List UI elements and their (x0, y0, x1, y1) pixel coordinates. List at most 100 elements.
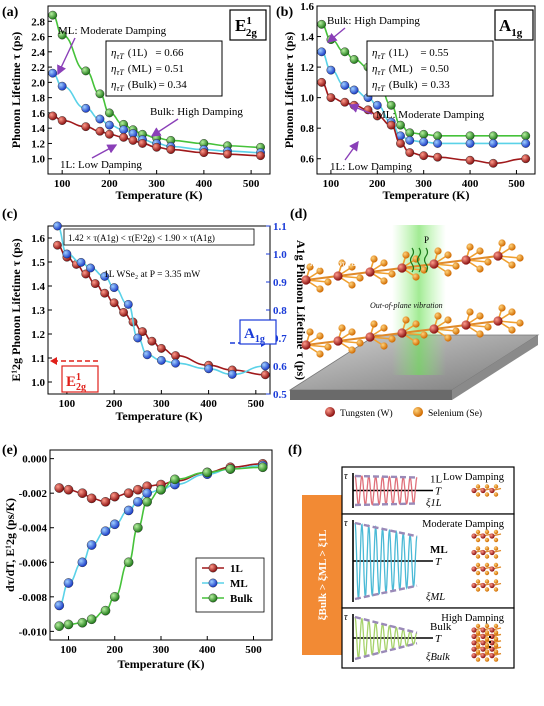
data-point-1L (54, 483, 65, 493)
panel-e-xlabel: Temperature (K) (118, 657, 205, 671)
selenium-atom (316, 350, 324, 358)
panel-a-ylabel: Phonon Lifetime τ (ps) (9, 32, 23, 149)
tungsten-atom (480, 640, 486, 646)
tungsten-atom (489, 487, 495, 494)
data-point-A1g (109, 283, 119, 292)
selenium-atom (475, 529, 481, 535)
data-point-E12g (81, 269, 91, 279)
selenium-atom (498, 304, 506, 312)
tungsten-atom (429, 324, 439, 334)
bond (305, 340, 339, 346)
data-point-Bulk (419, 129, 429, 139)
data-point-1L (57, 116, 67, 125)
selenium-atom (476, 265, 484, 273)
selenium-atom (306, 263, 314, 271)
data-point-1L (95, 126, 105, 136)
data-point-ML (48, 68, 58, 78)
data-point-ML (119, 125, 128, 135)
data-point-ML (123, 505, 134, 516)
selenium-atom (484, 570, 490, 576)
data-point-1L (223, 149, 232, 159)
tungsten-atom (365, 267, 375, 277)
selenium-atom (484, 484, 490, 489)
selenium-atom (370, 255, 378, 263)
y-tick-label: 1.0 (300, 93, 314, 105)
data-point-Bulk (57, 30, 67, 40)
x-tick-label: 100 (60, 644, 77, 656)
selenium-atom (475, 636, 481, 641)
selenium-atom (338, 259, 346, 267)
selenium-legend-label: Selenium (Se) (428, 408, 482, 419)
panel-c-tag-a (239, 319, 277, 345)
x-tick-label: 200 (107, 644, 124, 656)
selenium-atom (475, 587, 481, 592)
tungsten-atom (489, 533, 495, 539)
data-point-ML (372, 100, 382, 110)
selenium-atom (493, 529, 499, 535)
bond (401, 328, 435, 334)
y-tick-label: 0.000 (22, 454, 47, 466)
panel-c-tag-e (61, 365, 99, 393)
data-point-1L (81, 122, 91, 132)
tungsten-atom (480, 653, 486, 659)
selenium-atom (475, 484, 481, 489)
data-point-E12g (260, 370, 270, 380)
panel-c-ylabel-right: A1g Phonon Lifetime τ (ps) (294, 240, 308, 380)
panel-b-annotation-bulk: Bulk: High Damping (327, 15, 420, 27)
data-point-Bulk (396, 120, 405, 130)
panel-a-arrow-bulk (150, 118, 179, 137)
y-tick-label: 2.4 (31, 47, 45, 59)
x-tick-label: 500 (243, 178, 260, 190)
y-tick-label: 1.1 (31, 353, 45, 365)
damping-coefficient: ξML (426, 592, 445, 603)
panel-a-arrow-1l (91, 144, 118, 159)
data-point-ML (405, 135, 415, 145)
selenium-atom (338, 324, 346, 332)
panel-c-label: (c) (2, 207, 18, 222)
selenium-atom (348, 346, 356, 354)
data-point-ML (86, 540, 97, 550)
data-point-1L (100, 497, 111, 507)
panel-e-legend-box (195, 557, 265, 613)
x-tick-label: 100 (323, 178, 340, 190)
data-point-Bulk (81, 66, 91, 76)
tungsten-atom (471, 582, 477, 589)
y-tick-label: 1.8 (31, 93, 45, 105)
y-tick-label: -0.006 (19, 557, 48, 569)
bond (465, 255, 499, 261)
tungsten-atom (480, 533, 486, 539)
panel-c-ratio-text: 1.42 × τ(A1g) < τ(E¹2g) < 1.90 × τ(A1g) (68, 233, 215, 243)
selenium-atom (484, 636, 490, 641)
x-tick-label: 500 (245, 644, 262, 656)
data-point-Bulk (202, 467, 213, 478)
x-tick-label: 500 (508, 178, 525, 190)
selenium-atom (508, 308, 516, 316)
y-tick-label: 1.5 (31, 257, 45, 269)
selenium-atom (324, 278, 332, 286)
damping-coefficient: ξBulk (426, 652, 450, 663)
selenium-atom (434, 247, 442, 255)
panel-d-label: (d) (290, 207, 307, 222)
y-tick-label: 1.0 (31, 154, 45, 166)
data-point-ML (340, 81, 350, 90)
x-tick-label: 500 (248, 398, 265, 410)
tungsten-atom (493, 251, 503, 261)
bond (433, 259, 467, 265)
tungsten-atom (333, 336, 343, 346)
panel-a-badge-e: E1 2g (235, 15, 257, 39)
tungsten-atom (471, 627, 477, 633)
time-symbol: T (435, 556, 442, 568)
selenium-atom (493, 587, 499, 592)
panel-b-eta-1: ητT (1L) = 0.55 (372, 47, 449, 61)
data-point-A1g (86, 263, 95, 273)
panel-b-annotation-1l: 1L: Low Damping (330, 161, 412, 173)
data-point-1L (405, 148, 415, 158)
panel-a: (a) 100 200 300 400 500 1.0 1.2 1.4 1.6 1.8 2.0 2.2… (2, 5, 271, 202)
data-point-Bulk (109, 592, 120, 602)
selenium-atom (356, 339, 364, 347)
layer-tag: Bulk (430, 621, 452, 633)
x-tick-label: 400 (200, 398, 217, 410)
selenium-atom (484, 554, 490, 559)
data-point-ML (109, 519, 120, 530)
wse2-lattice (301, 239, 524, 358)
